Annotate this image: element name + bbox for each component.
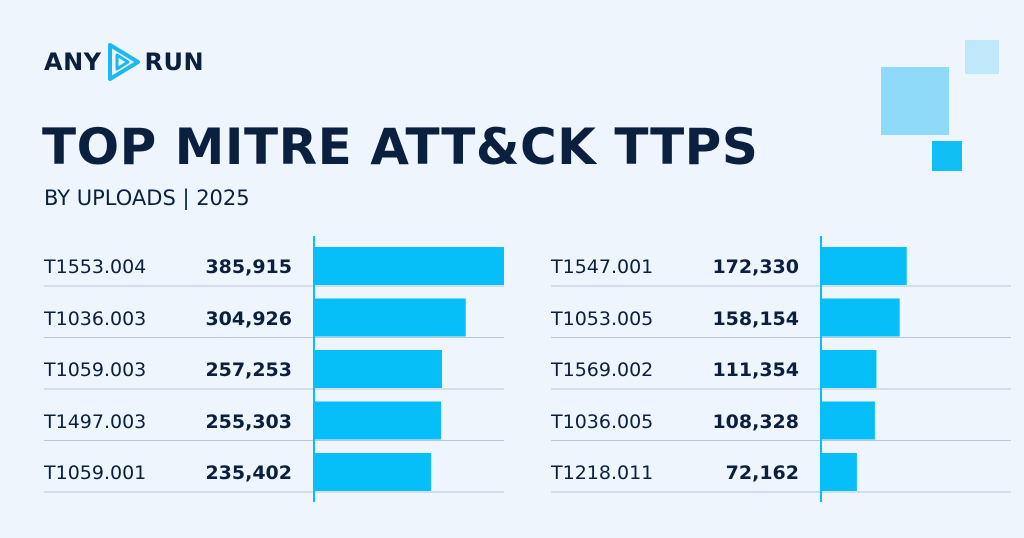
logo-text-right: RUN [144, 48, 205, 76]
category-label: T1036.005 [551, 410, 654, 433]
value-label: 257,253 [205, 359, 292, 381]
logo-text-left: ANY [44, 48, 102, 76]
value-label: 158,154 [712, 307, 799, 330]
decorative-square-large [881, 67, 949, 135]
category-label: T1059.003 [44, 359, 147, 381]
category-label: T1036.003 [44, 307, 147, 330]
play-icon [107, 43, 140, 81]
chart-plot-area [44, 236, 504, 502]
anyrun-logo: ANY RUN [44, 42, 204, 82]
value-label: 235,402 [205, 462, 292, 484]
value-label: 111,354 [712, 359, 799, 381]
bar-T1553.004 [314, 247, 504, 285]
page-title: TOP MITRE ATT&CK TTPS [42, 118, 759, 176]
page-subtitle: BY UPLOADS | 2025 [44, 186, 250, 210]
chart-plot-area [551, 236, 1011, 502]
decorative-square-accent [932, 141, 962, 171]
value-label: 385,915 [205, 256, 292, 278]
category-label: T1569.002 [551, 359, 654, 381]
category-label: T1553.004 [44, 256, 147, 278]
bar-T1053.005 [821, 298, 900, 337]
value-label: 108,328 [712, 410, 799, 433]
value-label: 172,330 [712, 256, 799, 278]
category-label: T1497.003 [44, 410, 147, 433]
category-label: T1053.005 [551, 307, 654, 330]
bar-T1036.005 [821, 401, 875, 440]
bar-T1059.003 [314, 350, 442, 388]
decorative-square-small [965, 40, 999, 74]
bar-T1547.001 [821, 247, 907, 285]
bar-T1036.003 [314, 298, 466, 337]
category-label: T1218.011 [551, 462, 654, 484]
category-label: T1059.001 [44, 462, 147, 484]
bar-T1569.002 [821, 350, 877, 388]
value-label: 255,303 [205, 410, 292, 433]
bar-chart-right: T1547.001 172,330 T1053.005 158,154 T1569.00… [551, 236, 1011, 502]
bar-chart-left: T1553.004 385,915 T1036.003 304,926 T1059.00… [44, 236, 504, 502]
value-label: 304,926 [205, 307, 292, 330]
bar-T1218.011 [821, 453, 857, 491]
bar-T1497.003 [314, 401, 442, 440]
bar-T1059.001 [314, 453, 432, 491]
category-label: T1547.001 [551, 256, 654, 278]
value-label: 72,162 [725, 462, 799, 484]
